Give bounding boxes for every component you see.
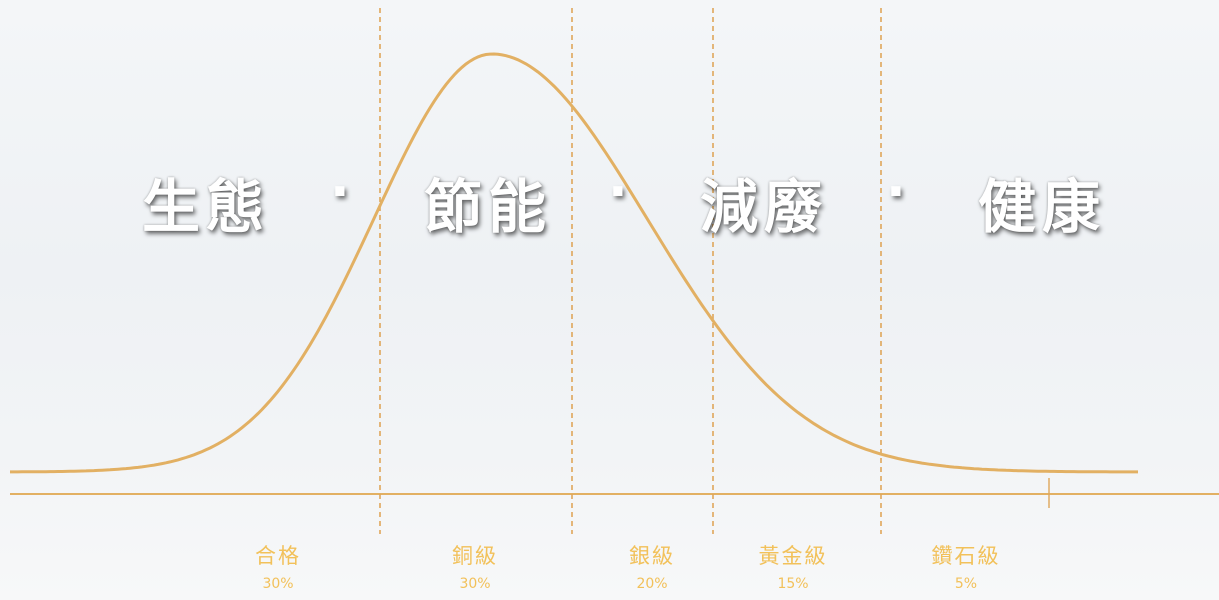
headline-separator: · xyxy=(608,162,628,222)
category-label-gold: 黃金級 xyxy=(758,544,828,568)
percent-label-qualified: 30% xyxy=(262,576,294,592)
headline-separator: · xyxy=(886,162,906,222)
percent-label-diamond: 5% xyxy=(954,576,978,592)
category-label-qualified: 合格 xyxy=(255,544,301,568)
headline-word-waste-reduction: 減廢 xyxy=(700,173,829,241)
category-label-silver: 銀級 xyxy=(629,544,675,568)
headline-word-health: 健康 xyxy=(978,173,1107,241)
distribution-curve xyxy=(10,52,1138,474)
percent-label-bronze: 30% xyxy=(459,576,491,592)
percent-label-gold: 15% xyxy=(777,576,809,592)
headline-separator: · xyxy=(330,162,350,222)
headline-word-energy-saving: 節能 xyxy=(424,173,553,241)
headline: 生態 · 節能 · 減廢 · 健康 xyxy=(0,160,1219,241)
percent-label-silver: 20% xyxy=(636,576,668,592)
headline-word-ecology: 生態 xyxy=(142,173,271,241)
category-label-diamond: 鑽石級 xyxy=(931,544,1001,568)
category-label-bronze: 銅級 xyxy=(452,544,498,568)
